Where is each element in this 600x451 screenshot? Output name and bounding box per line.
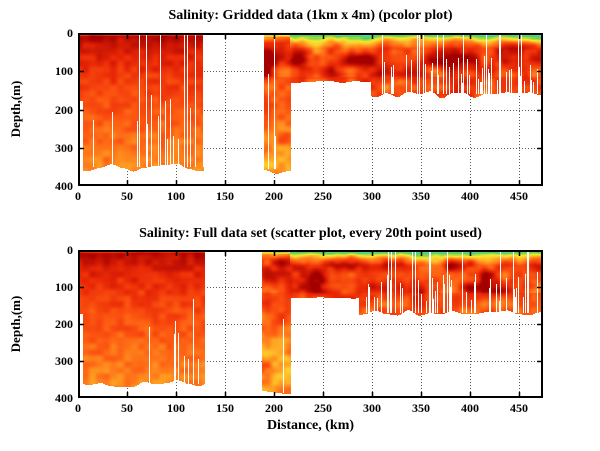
x-tick-label: 100 xyxy=(167,401,185,415)
y-tick-label: 400 xyxy=(55,179,73,193)
bottom-plot-title: Salinity: Full data set (scatter plot, e… xyxy=(139,226,482,241)
top-plot-ylabel: Depth,(m) xyxy=(8,80,23,138)
x-tick-label: 450 xyxy=(510,401,528,415)
bottom-plot-ylabel: Depth,(m) xyxy=(8,295,23,353)
x-tick-label: 200 xyxy=(265,189,283,203)
x-tick-label: 50 xyxy=(121,189,133,203)
x-axis-label: Distance, (km) xyxy=(266,418,355,433)
y-tick-label: 300 xyxy=(55,354,73,368)
y-tick-label: 100 xyxy=(55,64,73,78)
x-tick-label: 150 xyxy=(216,401,234,415)
x-tick-label: 300 xyxy=(363,189,381,203)
x-tick-label: 100 xyxy=(167,189,185,203)
x-tick-label: 400 xyxy=(461,189,479,203)
y-tick-label: 100 xyxy=(55,280,73,294)
y-tick-label: 200 xyxy=(55,317,73,331)
x-tick-label: 350 xyxy=(412,401,430,415)
x-tick-label: 250 xyxy=(314,401,332,415)
x-tick-label: 150 xyxy=(216,189,234,203)
salinity-scatter-plot xyxy=(78,250,543,398)
y-tick-label: 300 xyxy=(55,141,73,155)
x-tick-label: 250 xyxy=(314,189,332,203)
x-tick-label: 50 xyxy=(121,401,133,415)
y-tick-label: 400 xyxy=(55,391,73,405)
salinity-pcolor-plot xyxy=(78,33,543,186)
x-tick-label: 400 xyxy=(461,401,479,415)
x-tick-label: 350 xyxy=(412,189,430,203)
y-tick-label: 200 xyxy=(55,103,73,117)
x-tick-label: 200 xyxy=(265,401,283,415)
x-tick-label: 0 xyxy=(75,401,81,415)
y-tick-label: 0 xyxy=(67,26,73,40)
x-tick-label: 450 xyxy=(510,189,528,203)
top-plot-title: Salinity: Gridded data (1km x 4m) (pcolo… xyxy=(168,8,453,23)
x-tick-label: 300 xyxy=(363,401,381,415)
x-tick-label: 0 xyxy=(75,189,81,203)
y-tick-label: 0 xyxy=(67,243,73,257)
